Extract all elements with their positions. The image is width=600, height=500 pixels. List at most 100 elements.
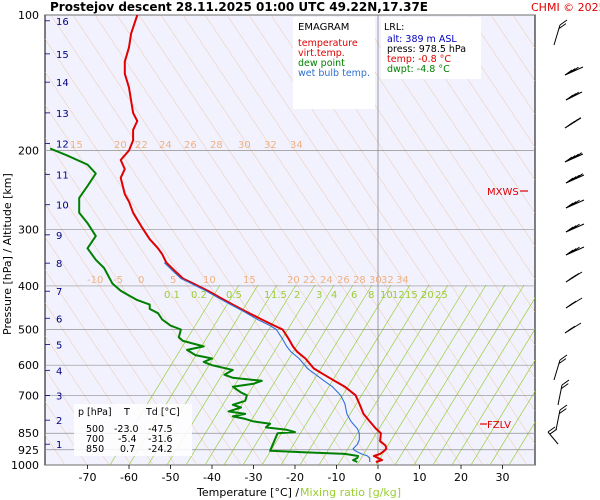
wind-barb-feather (567, 155, 576, 161)
wind-barb-feather (558, 23, 567, 30)
svg-text:20: 20 (421, 290, 434, 301)
dry-adiabat-line (468, 15, 535, 115)
legend-dew-point: dew point (298, 58, 345, 69)
mixing-ratio-line (318, 284, 430, 465)
lrl-alt: alt: 389 m ASL (387, 34, 457, 45)
svg-text:1: 1 (264, 290, 270, 301)
dry-adiabat-line (45, 38, 330, 465)
dry-adiabat-line (45, 269, 176, 465)
dry-adiabat-line (358, 15, 535, 280)
mixing-ratio-line (451, 328, 535, 465)
y-tick-label: 850 (18, 427, 39, 440)
mixing-ratio-line (375, 284, 487, 465)
wind-barb-feather (565, 94, 574, 101)
wind-barb-feather (575, 173, 584, 180)
wind-barb-feather (572, 199, 580, 206)
dry-adiabat-line (402, 15, 535, 214)
dry-adiabat-line (182, 15, 484, 465)
wind-barbs (547, 19, 585, 445)
legend-title: EMAGRAM (298, 22, 349, 33)
altitude-tick-label: 16 (56, 17, 69, 28)
svg-text:12: 12 (392, 290, 405, 301)
dry-adiabat-line (138, 15, 440, 465)
mixing-ratio-line (413, 284, 525, 465)
mixing-ratio-line (242, 284, 354, 465)
svg-text:34: 34 (290, 140, 303, 151)
svg-text:20: 20 (114, 140, 127, 151)
wind-barb-staff (565, 246, 585, 256)
svg-text:28: 28 (353, 275, 366, 286)
legend-wet-bulb: wet bulb temp. (298, 68, 370, 79)
wind-barb-feather (567, 68, 576, 74)
x-tick-label: 30 (496, 471, 510, 484)
dry-adiabat-labels-lower: -10 -5 0 5 10 15 20 22 24 26 28 30 32 34 (87, 275, 409, 286)
mixing-ratio-line (489, 390, 535, 465)
lrl-box: LRL: alt: 389 m ASL press: 978.5 hPa tem… (381, 17, 481, 79)
dry-adiabat-line (45, 170, 242, 465)
wind-barb-feather (571, 91, 580, 98)
lrl-temp: temp: -0.8 °C (387, 54, 451, 65)
series-dew-pointline (49, 147, 360, 463)
chart-title: Prostejov descent 28.11.2025 01:00 UTC 4… (50, 0, 428, 14)
table-row-t: -5.4 (118, 434, 137, 445)
svg-text:2: 2 (294, 290, 300, 301)
plot-area (44, 14, 536, 466)
altitude-tick-label: 6 (56, 314, 62, 325)
dry-adiabat-line (45, 335, 132, 465)
table-row-td: -47.5 (148, 424, 173, 435)
wind-barb-feather (559, 404, 568, 411)
dry-adiabat-line (116, 15, 418, 465)
wind-barb-feather (571, 66, 579, 73)
dry-adiabat-line (226, 15, 528, 465)
x-axis-label: Temperature [°C] / (196, 486, 299, 499)
table-header-p: p [hPa] (78, 407, 112, 418)
y-tick-label: 200 (18, 144, 39, 157)
dry-adiabat-line (45, 236, 198, 465)
sounding-series (49, 15, 388, 463)
x-tick-label: -70 (79, 471, 97, 484)
altitude-tick-label: 15 (56, 50, 69, 61)
svg-text:26: 26 (337, 275, 350, 286)
dry-adiabat-line (579, 15, 600, 465)
series-wet-bulb-temp-line (163, 262, 371, 462)
svg-text:10: 10 (203, 275, 216, 286)
lrl-press: press: 978.5 hPa (387, 44, 466, 55)
x-tick-label: 0 (375, 471, 382, 484)
dry-adiabat-line (160, 15, 462, 465)
y-axis-label: Pressure [hPa] / Altitude [km] (1, 173, 14, 335)
svg-text:25: 25 (435, 290, 448, 301)
dry-adiabat-line (94, 15, 396, 465)
y-tick-label: 700 (18, 389, 39, 402)
svg-text:32: 32 (381, 275, 394, 286)
wind-barb-feather (549, 428, 558, 435)
wind-barb-feather (558, 408, 567, 415)
wind-barb-staff (564, 66, 584, 76)
svg-text:24: 24 (320, 275, 333, 286)
y-tick-label: 925 (18, 444, 39, 457)
mxws-label: MXWS (487, 187, 519, 198)
wind-barb-feather (558, 358, 567, 365)
svg-text:20: 20 (287, 275, 300, 286)
wind-barb-feather (572, 223, 580, 230)
wind-barb-feather (568, 300, 577, 307)
series-temperatureline (119, 15, 388, 463)
altitude-tick-label: 7 (56, 287, 62, 298)
stats-table: p [hPa] T Td [°C] 500 -23.0 -47.5 700 -5… (74, 404, 192, 456)
dry-adiabat-line (424, 15, 535, 181)
x-tick-label: -40 (203, 471, 221, 484)
svg-text:6: 6 (351, 290, 357, 301)
svg-text:22: 22 (135, 140, 148, 151)
table-row-td: -24.2 (148, 444, 173, 455)
wind-barb-feather (565, 177, 574, 184)
svg-text:0.2: 0.2 (191, 290, 207, 301)
x-tick-label: -30 (245, 471, 263, 484)
dry-adiabat-labels-upper: 15 20 22 24 26 28 30 32 34 (70, 140, 303, 151)
svg-text:22: 22 (303, 275, 316, 286)
y-tick-label: 500 (18, 324, 39, 337)
dry-adiabat-line (204, 15, 506, 465)
x-tick-label: -10 (328, 471, 346, 484)
altitude-tick-label: 11 (56, 170, 69, 181)
wind-barb-feather (572, 174, 580, 181)
svg-text:34: 34 (396, 275, 409, 286)
